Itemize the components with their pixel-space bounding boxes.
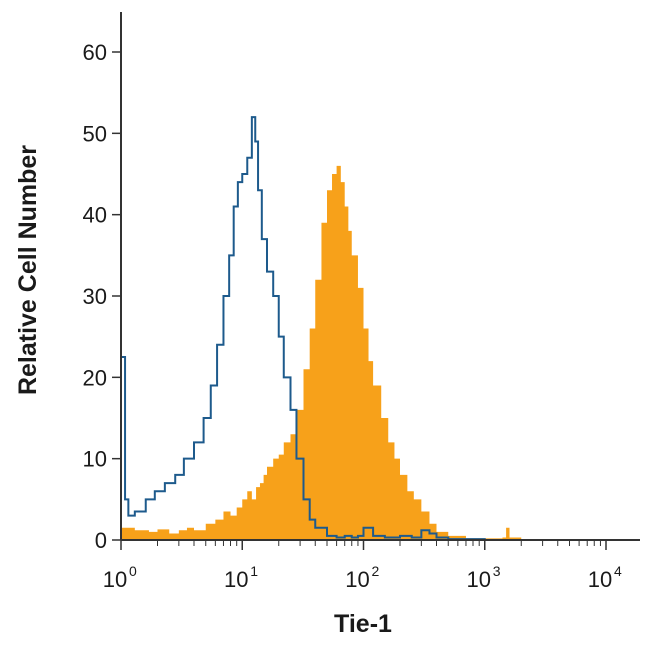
y-tick-label: 0 (95, 528, 107, 553)
x-tick-exponent: 0 (129, 563, 137, 579)
x-ticks: 10 0 10 1 10 2 10 3 10 4 (103, 540, 622, 592)
y-axis-title: Relative Cell Number (14, 145, 42, 395)
x-tick-exponent: 3 (493, 563, 501, 579)
x-tick-label: 10 (345, 567, 369, 592)
x-tick-label: 10 (103, 567, 127, 592)
y-tick-label: 10 (83, 447, 107, 472)
y-tick-label: 30 (83, 284, 107, 309)
x-tick-label: 10 (467, 567, 491, 592)
y-tick-label: 40 (83, 203, 107, 228)
x-tick-label: 10 (588, 567, 612, 592)
x-axis-title: Tie-1 (334, 610, 392, 638)
y-ticks: 0 10 20 30 40 50 60 (83, 40, 121, 553)
y-tick-label: 20 (83, 365, 107, 390)
x-tick-exponent: 4 (614, 563, 622, 579)
series-1-outline-histogram (121, 116, 606, 541)
x-tick-label: 10 (224, 567, 248, 592)
y-tick-label: 60 (83, 40, 107, 65)
plot-area (121, 116, 606, 541)
series-0-filled-histogram (121, 165, 606, 540)
x-tick-exponent: 2 (372, 563, 380, 579)
y-tick-label: 50 (83, 121, 107, 146)
x-tick-exponent: 1 (250, 563, 258, 579)
axes (120, 12, 640, 541)
